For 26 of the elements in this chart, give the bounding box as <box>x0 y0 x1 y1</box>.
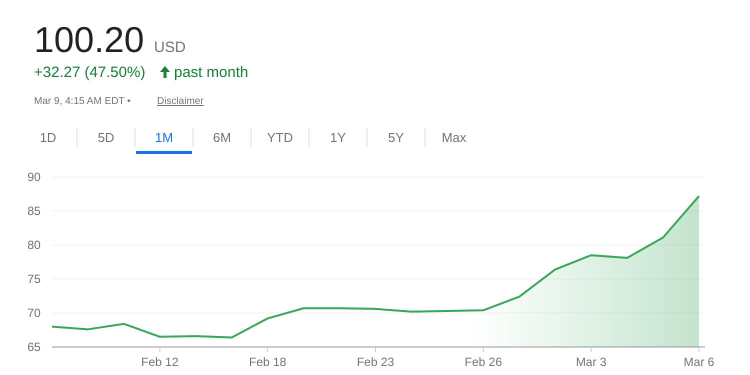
text: 1Y <box>330 130 346 145</box>
text: USD <box>154 39 186 56</box>
y-tick-label: 90 <box>27 170 41 184</box>
y-tick-label: 85 <box>27 204 41 218</box>
text: 1D <box>40 130 56 145</box>
x-tick-label: Feb 18 <box>248 355 287 369</box>
text: 1M <box>154 130 174 145</box>
text: past month <box>174 64 248 81</box>
x-tick-label: Feb 12 <box>141 355 179 369</box>
text: 5D <box>98 130 114 145</box>
text: Mar 9, 4:15 AM EDT • <box>34 96 132 107</box>
y-tick-label: 70 <box>27 306 41 320</box>
chart-title: 100.20 <box>34 19 144 60</box>
x-tick-label: Feb 23 <box>356 355 395 369</box>
text: 6M <box>212 130 232 145</box>
text: 5Y <box>388 130 404 145</box>
text: Disclaimer <box>157 96 204 107</box>
text: Max <box>442 130 467 145</box>
x-tick-label: Feb 26 <box>464 355 502 369</box>
y-tick-label: 75 <box>27 272 41 286</box>
y-tick-label: 80 <box>27 238 41 252</box>
x-tick-label: Mar 6 <box>684 355 715 369</box>
text: +32.27 (47.50%) <box>34 64 146 81</box>
x-tick-label: Mar 3 <box>576 355 607 369</box>
text: YTD <box>267 130 293 145</box>
y-tick-label: 65 <box>27 340 41 354</box>
